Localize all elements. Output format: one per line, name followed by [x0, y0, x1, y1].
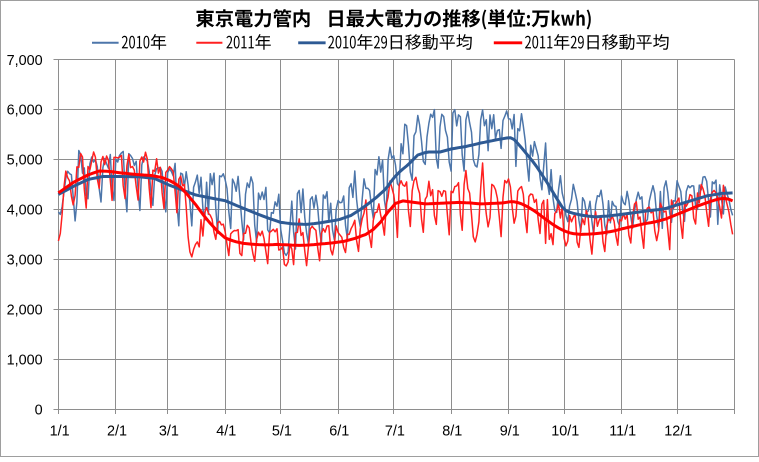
svg-text:12/1: 12/1: [664, 423, 692, 439]
svg-text:6,000: 6,000: [7, 103, 43, 119]
svg-text:1,000: 1,000: [7, 353, 43, 369]
svg-text:5,000: 5,000: [7, 153, 43, 169]
svg-text:3,000: 3,000: [7, 253, 43, 269]
svg-text:1/1: 1/1: [50, 423, 70, 439]
svg-text:2,000: 2,000: [7, 303, 43, 319]
svg-text:7,000: 7,000: [7, 53, 43, 69]
svg-text:8/1: 8/1: [442, 423, 462, 439]
svg-text:4/1: 4/1: [216, 423, 236, 439]
svg-text:5/1: 5/1: [272, 423, 292, 439]
svg-text:9/1: 9/1: [500, 423, 520, 439]
svg-text:3/1: 3/1: [159, 423, 179, 439]
svg-text:6/1: 6/1: [329, 423, 349, 439]
svg-text:0: 0: [35, 402, 43, 418]
svg-text:10/1: 10/1: [551, 423, 579, 439]
svg-text:11/1: 11/1: [609, 423, 636, 439]
svg-text:4,000: 4,000: [7, 203, 43, 219]
svg-text:2/1: 2/1: [107, 423, 127, 439]
svg-text:7/1: 7/1: [385, 423, 405, 439]
